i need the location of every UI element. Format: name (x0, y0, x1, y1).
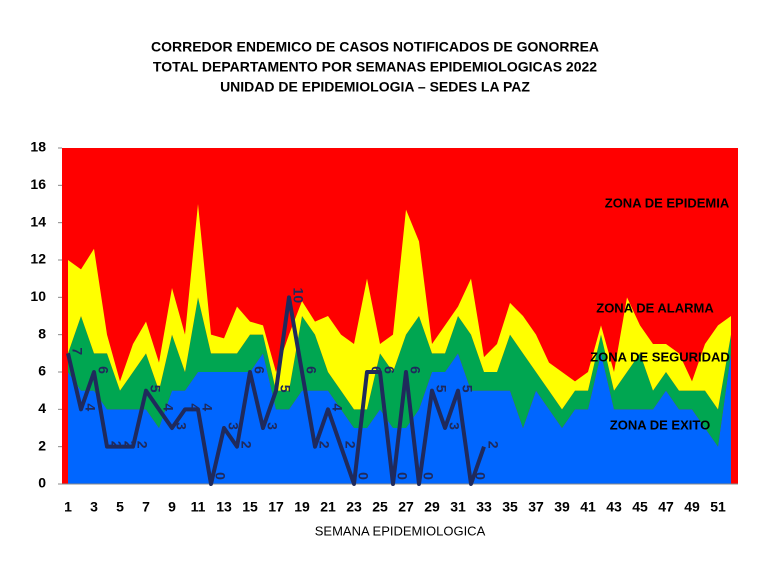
value-label: 5 (459, 385, 475, 393)
x-tick-label: 13 (216, 499, 232, 515)
x-tick-label: 5 (116, 499, 124, 515)
value-label: 0 (394, 472, 410, 480)
x-tick-label: 33 (476, 499, 492, 515)
x-tick-label: 35 (502, 499, 518, 515)
zone-label: ZONA DE EXITO (610, 417, 710, 432)
x-tick-label: 21 (320, 499, 336, 515)
x-tick-label: 49 (684, 499, 700, 515)
value-label: 4 (160, 403, 176, 411)
y-tick-label: 18 (30, 139, 46, 155)
y-tick-label: 2 (38, 437, 46, 453)
x-tick-label: 31 (450, 499, 466, 515)
zone-area (68, 297, 731, 447)
x-tick-label: 29 (424, 499, 440, 515)
x-tick-label: 3 (90, 499, 98, 515)
chart-title: UNIDAD DE EPIDEMIOLOGIA – SEDES LA PAZ (220, 79, 530, 95)
y-tick-label: 14 (30, 213, 46, 229)
y-tick-label: 16 (30, 176, 46, 192)
value-label: 6 (368, 366, 384, 374)
value-label: 2 (316, 441, 332, 449)
value-label: 6 (381, 366, 397, 374)
value-label: 4 (82, 403, 98, 411)
value-label: 7 (69, 347, 85, 355)
value-label: 2 (342, 441, 358, 449)
value-label: 3 (173, 422, 189, 430)
value-label: 10 (290, 288, 306, 304)
x-tick-label: 43 (606, 499, 622, 515)
value-label: 0 (212, 472, 228, 480)
value-label: 2 (485, 441, 501, 449)
x-tick-label: 25 (372, 499, 388, 515)
value-label: 4 (329, 403, 345, 411)
x-tick-label: 7 (142, 499, 150, 515)
x-tick-label: 11 (191, 499, 206, 515)
value-label: 2 (134, 441, 150, 449)
zone-label: ZONA DE SEGURIDAD (590, 349, 730, 364)
y-tick-label: 8 (38, 325, 46, 341)
value-label: 0 (355, 472, 371, 480)
x-tick-label: 15 (242, 499, 258, 515)
chart-title: CORREDOR ENDEMICO DE CASOS NOTIFICADOS D… (151, 39, 599, 55)
x-tick-label: 51 (710, 499, 726, 515)
y-tick-label: 10 (30, 288, 46, 304)
x-tick-label: 23 (346, 499, 362, 515)
value-label: 3 (446, 422, 462, 430)
y-tick-label: 6 (38, 363, 46, 379)
value-label: 2 (121, 441, 137, 449)
x-tick-label: 39 (554, 499, 570, 515)
x-axis-label: SEMANA EPIDEMIOLOGICA (315, 523, 486, 538)
value-label: 0 (472, 472, 488, 480)
cases-line (66, 295, 486, 486)
x-tick-label: 19 (294, 499, 310, 515)
value-label: 3 (264, 422, 280, 430)
value-label: 6 (95, 366, 111, 374)
value-label: 4 (199, 403, 215, 411)
value-label: 6 (251, 366, 267, 374)
x-tick-label: 27 (398, 499, 414, 515)
zone-label: ZONA DE EPIDEMIA (605, 195, 730, 210)
x-tick-label: 45 (632, 499, 648, 515)
chart-title: TOTAL DEPARTAMENTO POR SEMANAS EPIDEMIOL… (153, 59, 597, 75)
zone-area (68, 353, 731, 484)
value-label: 5 (147, 385, 163, 393)
value-label: 2 (238, 441, 254, 449)
x-tick-label: 1 (64, 499, 72, 515)
y-tick-label: 0 (38, 475, 46, 491)
value-label: 5 (433, 385, 449, 393)
x-tick-label: 17 (268, 499, 284, 515)
x-tick-label: 37 (528, 499, 544, 515)
x-tick-label: 9 (168, 499, 176, 515)
zone-label: ZONA DE ALARMA (596, 300, 714, 315)
value-label: 4 (186, 403, 202, 411)
value-label: 0 (420, 472, 436, 480)
y-tick-label: 12 (30, 251, 46, 267)
x-tick-label: 47 (658, 499, 674, 515)
value-label: 6 (303, 366, 319, 374)
value-label: 2 (108, 441, 124, 449)
value-label: 3 (225, 422, 241, 430)
value-label: 5 (277, 385, 293, 393)
x-tick-label: 41 (580, 499, 596, 515)
zone-area (68, 204, 731, 410)
value-label: 6 (407, 366, 423, 374)
y-tick-label: 4 (38, 400, 46, 416)
